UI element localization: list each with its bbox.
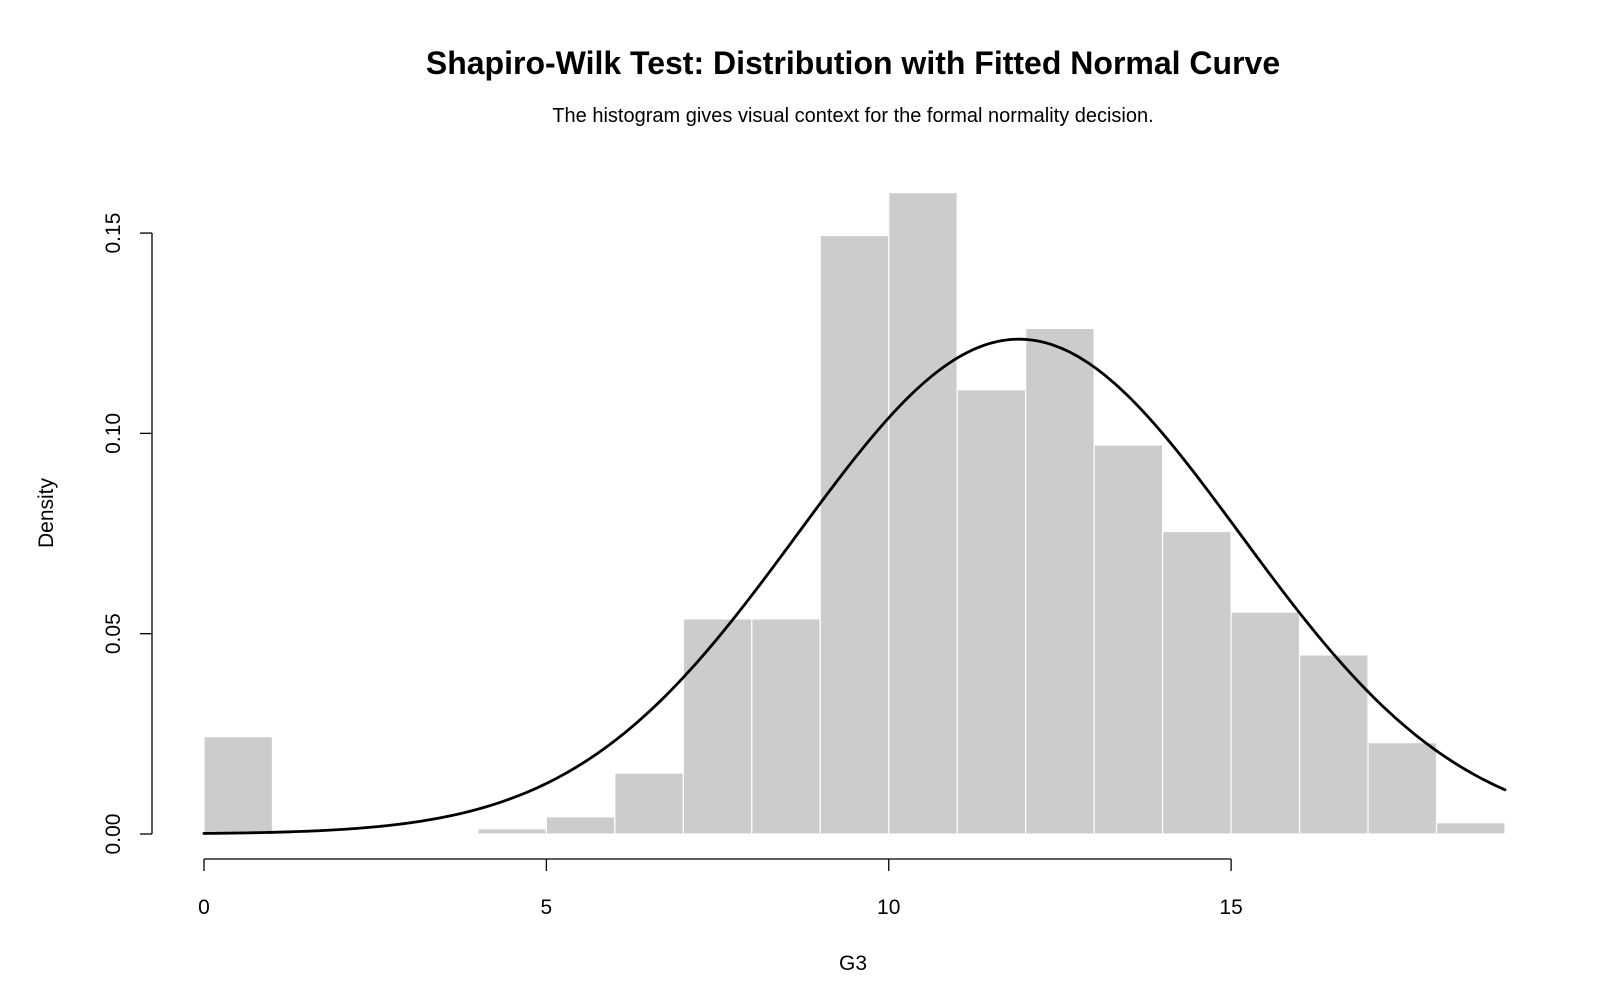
histogram-bar [1093, 444, 1164, 835]
histogram-bar [1435, 822, 1506, 835]
histogram-bar [956, 389, 1027, 835]
histogram-bar [682, 618, 753, 835]
fitted-normal-curve [202, 337, 1507, 835]
chart-title: Shapiro-Wilk Test: Distribution with Fit… [426, 45, 1280, 81]
histogram-bar [819, 234, 890, 835]
histogram-bar [1162, 530, 1232, 835]
histogram-bars [203, 192, 1506, 835]
histogram-bar [1298, 654, 1369, 835]
y-tick-label: 0.00 [102, 814, 125, 855]
histogram-bar [888, 192, 958, 835]
y-tick-label: 0.05 [102, 613, 125, 654]
histogram-bar [545, 816, 616, 835]
histogram-bar [751, 618, 821, 835]
y-axis: 0.00 0.05 0.10 0.15 [102, 213, 153, 855]
histogram-bar [1025, 327, 1095, 835]
x-tick-label: 0 [198, 896, 210, 919]
y-tick-label: 0.10 [102, 413, 125, 454]
chart-subtitle: The histogram gives visual context for t… [552, 105, 1153, 127]
histogram-bar [477, 828, 547, 835]
x-axis: 0 5 10 15 [198, 858, 1243, 919]
x-tick-label: 10 [877, 896, 900, 919]
histogram-bar [1367, 742, 1438, 835]
y-axis-label: Density [35, 477, 58, 548]
x-tick-label: 15 [1219, 896, 1242, 919]
histogram-bar [1230, 611, 1301, 835]
y-tick-label: 0.15 [102, 213, 125, 254]
x-tick-label: 5 [541, 896, 553, 919]
histogram-bar [614, 772, 684, 835]
histogram-bar [203, 736, 274, 835]
x-axis-label: G3 [839, 952, 867, 975]
